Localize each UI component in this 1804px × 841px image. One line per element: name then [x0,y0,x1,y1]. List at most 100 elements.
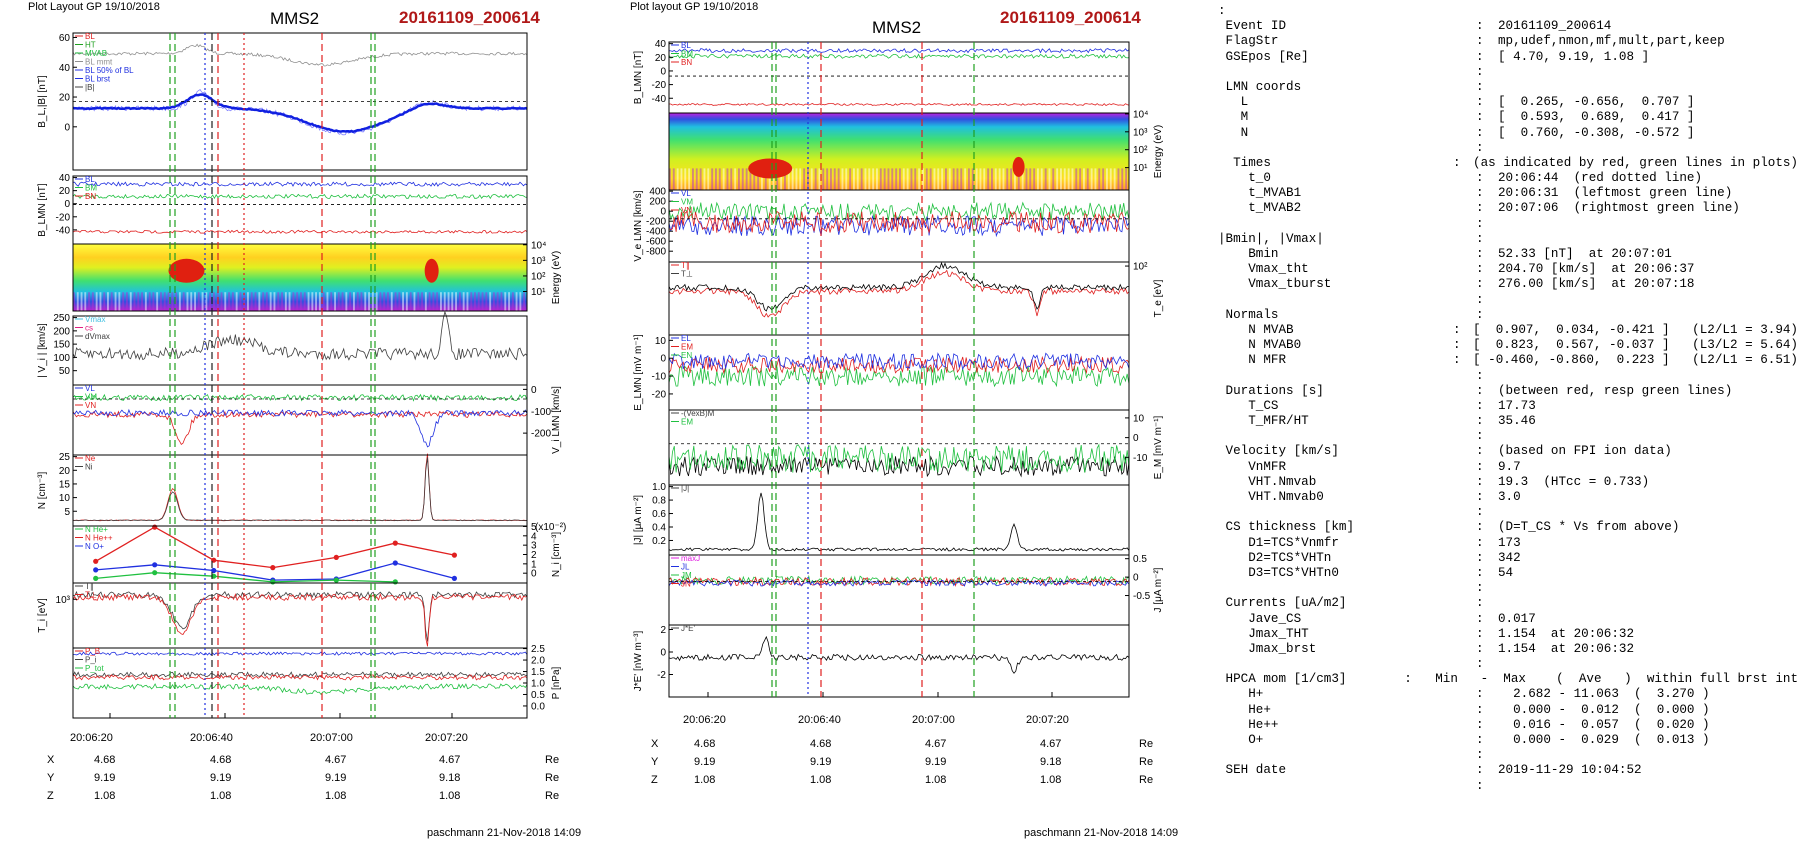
spectrogram-noise [458,292,461,311]
spectrogram-noise [776,168,779,190]
summary-key: N [1218,125,1249,140]
spectrogram-noise [807,168,809,190]
spectrogram-noise [718,168,721,190]
series-point [333,554,339,561]
summary-colon: : [1476,733,1484,747]
tick-label: 10² [531,271,546,282]
series-point [152,524,158,530]
spectrogram-noise [220,292,223,311]
summary-colon: : [1476,626,1484,641]
tick-label: 0.5 [531,690,545,701]
spectrogram-noise [680,168,683,190]
spectrogram-noise [345,292,348,311]
summary-row: : [1218,748,1798,763]
series-line [72,673,528,681]
spectrogram-noise [292,292,295,311]
spectrogram-noise [983,168,986,190]
summary-value [1498,308,1798,323]
spectrogram-noise [368,292,370,311]
spectrogram-noise [95,292,98,311]
summary-value: 3.0 [1498,490,1521,504]
tick-label: 50 [59,366,71,377]
plot2-tick-1: 20:06:40 [798,714,841,726]
summary-colon: : [1476,201,1484,216]
summary-colon: : [1476,520,1484,535]
summary-row: N MFR: [ -0.460, -0.860, 0.223 ] (L2/L1 =… [1218,353,1798,368]
plot2-panel-3: 10² T_e [eV] T∥T⊥ [668,261,1164,336]
legend-entry: VM [681,198,693,207]
summary-key [1218,505,1476,520]
legend-entry: N He+ [85,525,108,534]
summary-key: N MVAB0 [1218,338,1302,353]
plot2-panel-8: 2 0 -2 J*E' [nW m⁻³] J*E' [633,624,1130,698]
summary-colon: : [1476,414,1484,429]
panel-frame [72,32,528,171]
summary-row: GSEpos [Re]: [ 4.70, 9.19, 1.08 ] [1218,50,1798,65]
tick-label: 40 [655,39,667,50]
spectrogram-noise [390,292,393,311]
summary-row: Event ID:20161109_200614 [1218,19,1798,34]
spectrogram-noise [749,168,752,190]
plot2-spacecraft: MMS2 [872,18,922,37]
spectrogram-noise [964,168,967,190]
series-line [72,453,528,522]
legend-entry: P_B [85,647,100,656]
spectrogram-noise [853,168,855,190]
spectrogram-noise [960,168,963,190]
plot2-panel-6: 1.0 0.8 0.6 0.4 0.2 |J| [μA m⁻²] |J| [633,482,1130,556]
y-axis-label: |J| [μA m⁻²] [633,495,644,545]
spectrogram-noise [941,168,944,190]
spectrogram-noise [795,168,798,190]
summary-row: M: [ 0.593, 0.689, 0.417 ] [1218,110,1798,125]
spectrogram-noise [753,168,756,190]
plot1-event: 20161109_200614 [399,8,540,27]
spectrogram-noise [213,292,215,311]
spectrogram-noise [247,292,249,311]
spectrogram-noise [239,292,242,311]
summary-colon: : [1476,49,1484,64]
tick-label: -2 [657,670,666,681]
plot1-tick-1: 20:06:40 [190,732,233,744]
spectrogram-noise [761,168,763,190]
spectrogram-noise [148,292,151,311]
plot2-pos-x-unit: Re [1139,738,1154,750]
spectrogram-noise [826,168,829,190]
series-line [95,562,455,581]
spectrogram-noise [1060,168,1062,190]
legend-entry: BM [85,184,97,193]
legend-entry: maxJ [681,554,700,563]
tick-label: 0 [531,385,537,396]
plot2-pos-y-2: 9.19 [925,756,947,768]
spectrogram-noise [356,292,359,311]
spectrogram-noise [364,292,367,311]
summary-row: t_MVAB1:20:06:31 (leftmost green line) [1218,186,1798,201]
spectrogram-noise [738,168,740,190]
spectrogram-noise [73,292,75,311]
tick-label: -10 [652,372,667,383]
summary-value: 35.46 [1498,414,1536,429]
summary-key: SEH date [1218,763,1287,778]
tick-label: 20 [655,53,667,64]
tick-label: 10³ [1133,127,1148,138]
summary-row: VnMFR:9.7 [1218,460,1798,475]
summary-key: Durations [s] [1218,383,1324,398]
summary-value: 20161109_200614 [1498,19,1612,34]
summary-key: H+ [1218,687,1264,702]
plot1-pos-x-0: 4.68 [94,754,116,766]
summary-key: Jmax_brst [1218,641,1317,656]
spectrogram-noise [830,168,832,190]
spectrogram-noise [868,168,871,190]
spectrogram-noise [1006,168,1009,190]
summary-row: : [1218,217,1798,232]
spectrogram-noise [1109,168,1112,190]
summary-key: t_0 [1218,171,1271,186]
spectrogram-noise [504,292,507,311]
spectrogram-noise [88,292,90,311]
spectrogram-noise [167,292,170,311]
summary-row: D3=TCS*VHTn0:54 [1218,566,1798,581]
tick-label: 0 [64,199,70,210]
summary-key [1218,657,1476,672]
legend-entry: VL [681,189,691,198]
